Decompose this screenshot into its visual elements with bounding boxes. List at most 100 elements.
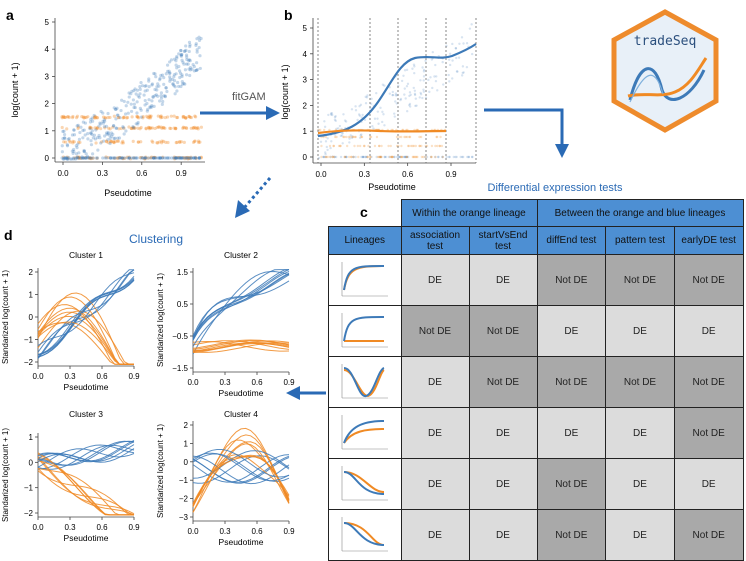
cluster-xtick: 0.9 bbox=[128, 523, 140, 532]
cluster-ylabel: Standarized log(count + 1) bbox=[156, 273, 165, 367]
test-result-cell: Not DE bbox=[673, 254, 744, 306]
test-result-cell: DE bbox=[673, 458, 744, 510]
panel-b-ytick: 5 bbox=[303, 24, 308, 33]
panel-a-ytick: 2 bbox=[45, 100, 50, 109]
logo-text: tradeSeq bbox=[634, 34, 697, 49]
test-result-cell: Not DE bbox=[673, 509, 744, 561]
panel-b-blue-curve bbox=[317, 43, 477, 138]
test-result-cell: Not DE bbox=[536, 356, 607, 408]
panel-b-xlabel: Pseudotime bbox=[368, 182, 416, 192]
panel-letter-d: d bbox=[4, 227, 13, 243]
cluster-4-plot: Cluster 4 −3 −2 −1 0 1 2 0.0 0.3 0.6 0.9 Pseudotime… bbox=[156, 409, 295, 547]
panel-a-xlabel: Pseudotime bbox=[104, 188, 152, 198]
lineage-mini-chart bbox=[341, 364, 388, 399]
test-result-cell: Not DE bbox=[673, 407, 744, 459]
table-row: DE DE DE DE Not DE bbox=[328, 407, 744, 459]
test-result-cell: DE bbox=[468, 509, 538, 561]
cluster-ylabel: Standarized log(count + 1) bbox=[1, 428, 10, 522]
cluster-ytick: 0 bbox=[29, 313, 34, 322]
cluster-title: Cluster 3 bbox=[69, 409, 103, 419]
cluster-xtick: 0.0 bbox=[187, 527, 199, 536]
cluster-ytick: −0.5 bbox=[172, 332, 188, 341]
panel-b-plot: 0 1 2 3 4 5 0.0 0.3 0.6 0.9 log(count + 1) Pseud… bbox=[280, 18, 477, 192]
cluster-2-plot: Cluster 2 −1.5 −0.5 0.5 1.5 0.0 0.3 0.6 0.9 Pseud… bbox=[156, 250, 295, 398]
fitgam-arrow bbox=[200, 106, 280, 120]
panel-letter-a: a bbox=[6, 7, 14, 23]
panel-a-ytick: 4 bbox=[45, 45, 50, 54]
cluster-xlabel: Pseudotime bbox=[64, 382, 109, 392]
test-result-cell: DE bbox=[468, 458, 538, 510]
cluster-ytick: 1.5 bbox=[177, 268, 189, 277]
de-tests-body: DE DE Not DE Not DE Not DE Not DE Not DE DE DE DE… bbox=[328, 254, 744, 561]
test-result-cell: DE bbox=[605, 509, 675, 561]
test-result-cell: DE bbox=[536, 407, 607, 459]
header-association-test: association test bbox=[400, 226, 470, 255]
cluster-xtick: 0.3 bbox=[64, 372, 76, 381]
panel-b-ytick: 2 bbox=[303, 101, 308, 110]
fitgam-label: fitGAM bbox=[232, 91, 266, 103]
cluster-xtick: 0.6 bbox=[96, 523, 108, 532]
cluster-ylabel: Standarized log(count + 1) bbox=[1, 270, 10, 364]
panel-a-ytick: 3 bbox=[45, 72, 50, 81]
cluster-ytick: −3 bbox=[179, 513, 189, 522]
test-result-cell: DE bbox=[400, 356, 470, 408]
cluster-xtick: 0.3 bbox=[64, 523, 76, 532]
cluster-ytick: −1 bbox=[24, 336, 34, 345]
cluster-title: Cluster 4 bbox=[224, 409, 258, 419]
panel-a-ytick: 0 bbox=[45, 154, 50, 163]
test-result-cell: DE bbox=[400, 458, 470, 510]
to-clusters-arrow bbox=[286, 386, 326, 400]
lineage-thumbnail bbox=[328, 356, 402, 408]
panel-a-ytick: 5 bbox=[45, 18, 50, 27]
cluster-xlabel: Pseudotime bbox=[219, 388, 264, 398]
table-row: DE Not DE Not DE Not DE Not DE bbox=[328, 356, 744, 408]
cluster-ytick: 1 bbox=[29, 291, 34, 300]
panel-letter-b: b bbox=[284, 7, 293, 23]
test-result-cell: DE bbox=[536, 305, 607, 357]
panel-letter-c: c bbox=[360, 204, 368, 220]
cluster-xtick: 0.9 bbox=[283, 378, 295, 387]
test-result-cell: Not DE bbox=[605, 254, 675, 306]
header-lineages: Lineages bbox=[328, 226, 402, 255]
test-result-cell: DE bbox=[468, 254, 538, 306]
de-tests-table: Within the orange lineage Between the or… bbox=[328, 199, 744, 561]
cluster-ytick: −1 bbox=[24, 484, 34, 493]
cluster-plots: Cluster 1 −2 −1 0 1 2 0.0 0.3 0.6 0.9 Pseudotime St… bbox=[1, 250, 295, 547]
panel-b-ylabel: log(count + 1) bbox=[280, 64, 290, 119]
to-table-arrow bbox=[484, 108, 569, 158]
lineage-thumbnail bbox=[328, 305, 402, 357]
cluster-xtick: 0.9 bbox=[283, 527, 295, 536]
header-pattern-test: pattern test bbox=[605, 226, 675, 255]
panel-a-plot: 0 1 2 3 4 5 0.0 0.3 0.6 0.9 log(count + 1) Pseud… bbox=[10, 18, 205, 198]
panel-b-ytick: 1 bbox=[303, 127, 308, 136]
panel-b-xtick: 0.6 bbox=[402, 170, 414, 179]
table-row: DE DE Not DE Not DE Not DE bbox=[328, 254, 744, 306]
cluster-ytick: −1 bbox=[179, 476, 189, 485]
panel-b-ytick: 3 bbox=[303, 76, 308, 85]
cluster-ytick: −2 bbox=[179, 495, 189, 504]
panel-b-xtick: 0.3 bbox=[359, 170, 371, 179]
test-result-cell: Not DE bbox=[468, 356, 538, 408]
cluster-ytick: 1 bbox=[29, 433, 34, 442]
cluster-ytick: 0.5 bbox=[177, 300, 189, 309]
cluster-ytick: 2 bbox=[29, 268, 34, 277]
header-within-orange: Within the orange lineage bbox=[400, 199, 538, 227]
panel-a-ytick: 1 bbox=[45, 127, 50, 136]
header-between-lineages: Between the orange and blue lineages bbox=[536, 199, 744, 227]
test-result-cell: Not DE bbox=[400, 305, 470, 357]
cluster-ytick: 2 bbox=[184, 421, 189, 430]
panel-a-xtick: 0.9 bbox=[176, 169, 188, 178]
test-result-cell: Not DE bbox=[536, 254, 607, 306]
lineage-mini-chart bbox=[341, 313, 388, 348]
cluster-ytick: −2 bbox=[24, 509, 34, 518]
cluster-1-plot: Cluster 1 −2 −1 0 1 2 0.0 0.3 0.6 0.9 Pseudotime St… bbox=[1, 250, 140, 392]
header-earlyde-test: earlyDE test bbox=[673, 226, 744, 255]
table-row: DE DE Not DE DE DE bbox=[328, 458, 744, 510]
table-row: Not DE Not DE DE DE DE bbox=[328, 305, 744, 357]
lineage-thumbnail bbox=[328, 254, 402, 306]
cluster-xtick: 0.9 bbox=[128, 372, 140, 381]
cluster-title: Cluster 2 bbox=[224, 250, 258, 260]
to-clustering-arrow bbox=[235, 177, 272, 218]
test-result-cell: DE bbox=[605, 458, 675, 510]
